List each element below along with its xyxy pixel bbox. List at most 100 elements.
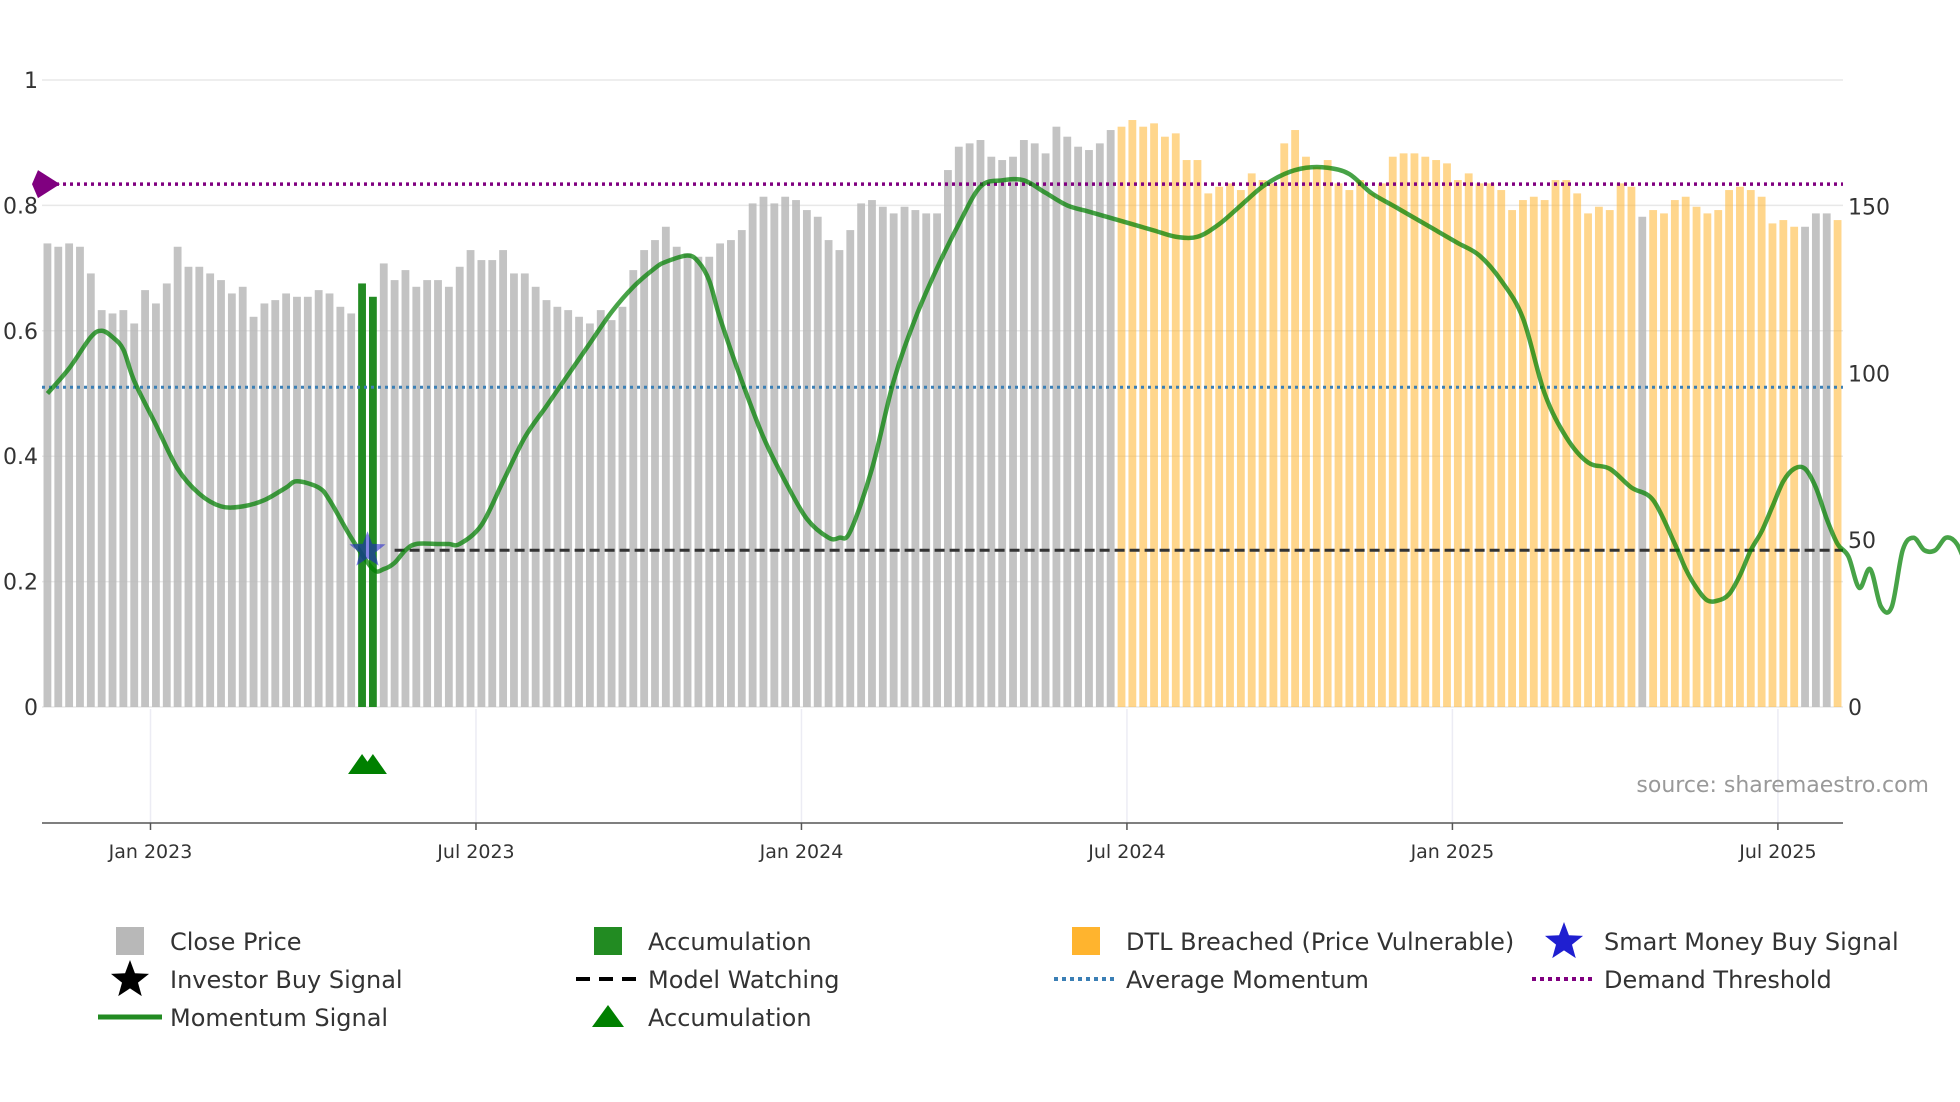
close-price-bar [466, 250, 475, 707]
close-price-bar [1085, 150, 1093, 707]
close-price-bar [965, 143, 974, 708]
close-price-bar [162, 283, 171, 707]
close-price-bar [1736, 186, 1744, 708]
close-price-bar [390, 280, 399, 707]
close-price-bar [1822, 213, 1831, 708]
legend-label: Demand Threshold [1604, 966, 1832, 994]
right-tick-label: 50 [1848, 529, 1876, 554]
close-price-bar [1432, 160, 1441, 708]
close-price-bar [260, 303, 269, 707]
close-price-bar [1009, 156, 1017, 707]
close-price-bar [1811, 213, 1820, 708]
close-price-bar [1302, 156, 1310, 707]
close-price-bar [108, 313, 117, 707]
close-price-bar [510, 273, 518, 707]
smart-money-buy-star [349, 531, 386, 566]
close-price-bar [1627, 186, 1636, 708]
legend-item: Accumulation [594, 927, 812, 956]
close-price-bar [423, 280, 432, 707]
close-price-bar [987, 156, 996, 707]
left-tick-label: 0.4 [3, 445, 38, 470]
close-price-bar [1226, 183, 1234, 707]
close-price-bar [976, 140, 985, 707]
close-price-bar [455, 266, 464, 707]
x-tick-label: Jul 2024 [1087, 841, 1165, 863]
close-price-bar [1692, 206, 1701, 707]
left-tick-label: 0.8 [3, 194, 38, 219]
close-price-bar [1594, 206, 1603, 707]
close-price-bar [1779, 220, 1788, 707]
close-price-bar [1497, 190, 1506, 707]
close-price-bar [1551, 180, 1560, 707]
close-price-bar [379, 263, 388, 707]
close-price-bar [661, 226, 670, 707]
close-price-bar [43, 243, 52, 707]
x-tick-label: Jan 2024 [759, 841, 844, 863]
close-price-bar [1562, 180, 1571, 707]
close-price-bar [217, 280, 225, 707]
close-price-bar [1410, 153, 1419, 708]
legend-star-icon [1544, 922, 1584, 959]
x-tick-label: Jul 2023 [436, 841, 514, 863]
close-price-bar [1041, 153, 1050, 708]
close-price-bar [1074, 146, 1083, 707]
close-price-bar [531, 286, 540, 707]
close-price-bar [694, 256, 703, 707]
axes: Jan 2023 Jul 2023 Jan 2024 Jul 2024 Jan 2025… [3, 69, 1890, 863]
right-tick-label: 100 [1848, 362, 1890, 387]
legend-label: Average Momentum [1126, 966, 1369, 994]
close-price-bar [1150, 123, 1158, 707]
price-bars [43, 120, 1842, 708]
legend-item: Accumulation [592, 1004, 812, 1032]
legend-label: Investor Buy Signal [170, 966, 403, 994]
close-price-bar [1236, 190, 1245, 707]
close-price-bar [1323, 160, 1332, 708]
close-price-bar [683, 253, 692, 707]
close-price-bar [900, 206, 909, 707]
close-price-bar [1269, 183, 1278, 707]
close-price-bar [401, 270, 410, 707]
indicator-lines [32, 164, 1960, 615]
legend-label: Accumulation [648, 1004, 812, 1032]
close-price-bar [1280, 143, 1289, 708]
right-tick-label: 150 [1848, 196, 1890, 221]
close-price-bar [607, 320, 616, 707]
close-price-bar [933, 213, 941, 708]
close-price-bar [1714, 210, 1723, 707]
close-price-bar [336, 306, 345, 707]
legend-item: Model Watching [576, 966, 840, 994]
x-tick-label: Jan 2023 [108, 841, 193, 863]
legend-swatch [116, 927, 144, 955]
close-price-bar [444, 286, 453, 707]
legend-item: DTL Breached (Price Vulnerable) [1072, 927, 1514, 956]
close-price-bar [141, 290, 149, 707]
left-tick-label: 0.2 [3, 571, 38, 596]
close-price-bar [1095, 143, 1104, 708]
close-price-bar [922, 213, 931, 708]
close-price-bar [1725, 190, 1733, 707]
close-price-bar [824, 240, 833, 707]
close-price-bar [792, 200, 800, 707]
close-price-bar [314, 290, 323, 707]
close-price-bar [1670, 200, 1679, 707]
close-price-bar [1399, 153, 1408, 708]
close-price-bar [759, 196, 768, 707]
close-price-bar [238, 286, 247, 707]
close-price-bar [954, 146, 963, 707]
legend-item: Investor Buy Signal [110, 960, 403, 997]
x-tick-label: Jul 2025 [1738, 841, 1816, 863]
close-price-bar [1529, 196, 1538, 707]
close-price-bar [1649, 210, 1658, 707]
close-price-bar [868, 200, 876, 707]
close-price-bar [640, 250, 649, 707]
legend-item: Momentum Signal [98, 1004, 388, 1032]
legend-swatch [1072, 927, 1100, 955]
close-price-bar [737, 230, 746, 708]
close-price-bar [1453, 180, 1462, 707]
close-price-bar [1182, 160, 1191, 708]
close-price-bar [911, 210, 920, 707]
close-price-bar [1464, 173, 1473, 707]
legend-label: Close Price [170, 928, 302, 956]
close-price-bar [672, 246, 681, 708]
close-price-bar [1388, 156, 1397, 707]
